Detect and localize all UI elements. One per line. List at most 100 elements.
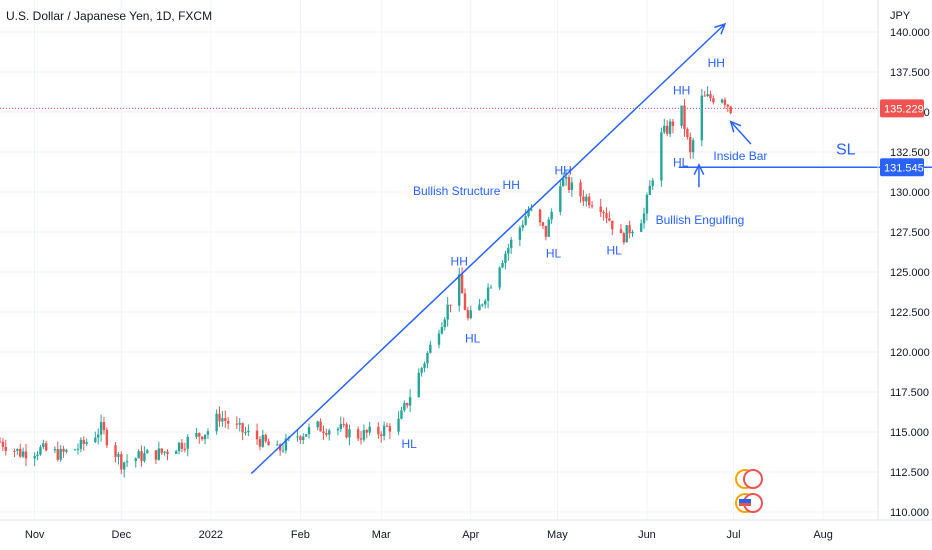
candle-body: [426, 352, 429, 364]
candle-body: [33, 455, 36, 459]
candle-body: [521, 224, 524, 228]
x-tick-label: Apr: [462, 529, 479, 541]
candle-body: [498, 267, 501, 288]
candle-body: [501, 262, 504, 268]
candle-body: [380, 434, 383, 437]
candle-body: [423, 363, 426, 369]
candle-body: [206, 431, 210, 435]
annotation-label: HH: [708, 56, 725, 70]
candle-body: [408, 397, 412, 406]
candle-body: [281, 450, 285, 452]
candle-body: [345, 424, 348, 438]
candle-body: [319, 421, 322, 432]
candle-body: [316, 421, 319, 428]
candle-body: [709, 94, 712, 99]
y-tick-label: 122.500: [890, 307, 930, 319]
candle-body: [648, 185, 652, 195]
candle-body: [134, 458, 137, 462]
candle-body: [82, 439, 85, 444]
candle-body: [700, 95, 704, 141]
annotation-label: HL: [546, 247, 562, 261]
candle-body: [458, 274, 461, 306]
x-tick-label: Aug: [813, 529, 833, 541]
annotation-label: Inside Bar: [713, 149, 767, 163]
candle-body: [154, 450, 158, 460]
sl-label: SL: [836, 141, 856, 158]
candle-body: [65, 449, 68, 452]
y-tick-label: 110.000: [890, 507, 929, 519]
candle-body: [42, 443, 45, 448]
candle-body: [13, 450, 16, 452]
candle-body: [24, 451, 28, 459]
candle-body: [73, 449, 77, 451]
candle-body: [62, 448, 65, 452]
candle-body: [102, 422, 106, 431]
candle-body: [276, 444, 279, 446]
candle-body: [19, 448, 22, 457]
candle-body: [339, 424, 343, 429]
candle-body: [160, 448, 163, 453]
economic-events-icon[interactable]: [735, 469, 763, 513]
candle-body: [284, 438, 288, 451]
candle-body: [507, 247, 510, 254]
annotation-arrow[interactable]: [730, 121, 752, 145]
candle-body: [564, 177, 568, 179]
candle-body: [4, 446, 7, 451]
y-tick-label: 132.500: [890, 147, 930, 159]
annotation-arrow-head: [693, 163, 705, 176]
candle-body: [663, 125, 666, 133]
candle-body: [342, 424, 345, 426]
candle-body: [198, 432, 201, 437]
candle-body: [377, 426, 380, 435]
candle-body: [325, 433, 328, 435]
trend-line[interactable]: [250, 23, 726, 475]
candle-body: [625, 225, 628, 243]
candle-body: [602, 211, 605, 214]
annotation-label: HL: [401, 437, 417, 451]
sl-price-label: 131.545: [884, 162, 924, 174]
x-tick-label: Mar: [372, 529, 391, 541]
candle-body: [622, 233, 626, 243]
candle-body: [417, 372, 420, 398]
candle-body: [21, 451, 25, 457]
candle-body: [385, 425, 389, 427]
drawings[interactable]: [250, 22, 752, 475]
candle-body: [36, 454, 39, 456]
candle-body: [183, 448, 187, 450]
candle-body: [365, 430, 368, 433]
candle-body: [157, 448, 161, 460]
candle-body: [336, 428, 340, 431]
candle-body: [703, 95, 706, 97]
candle-body: [590, 205, 594, 207]
x-tick-label: Jun: [638, 529, 656, 541]
candle-body: [582, 196, 585, 202]
annotation-arrow-head: [729, 120, 742, 133]
y-tick-label: 112.500: [890, 467, 929, 479]
candle-body: [691, 140, 695, 153]
candle-body: [221, 418, 224, 422]
currency-label: JPY: [890, 10, 911, 22]
candle-body: [45, 443, 48, 451]
time-axis[interactable]: Nov Dec 2022 Feb Mar Apr May Jun Jul Aug: [25, 529, 833, 541]
candle-body: [403, 403, 406, 411]
candle-body: [247, 430, 250, 433]
candle-body: [504, 253, 507, 263]
candle-body: [166, 451, 169, 454]
candle-body: [53, 449, 57, 451]
candle-body: [712, 98, 715, 103]
candle-body: [478, 304, 481, 311]
candle-body: [570, 182, 574, 190]
candle-body: [0, 441, 2, 443]
candle-body: [255, 430, 259, 440]
candle-body: [359, 438, 363, 440]
candle-body: [406, 403, 409, 406]
candle-body: [267, 441, 270, 446]
candle-body: [224, 418, 227, 421]
candle-body: [599, 206, 602, 212]
annotation-label: HH: [555, 163, 572, 177]
candle-body: [322, 431, 325, 434]
candle-body: [79, 439, 83, 449]
x-tick-label: Jul: [727, 529, 741, 541]
y-tick-label: 115.000: [890, 427, 929, 439]
